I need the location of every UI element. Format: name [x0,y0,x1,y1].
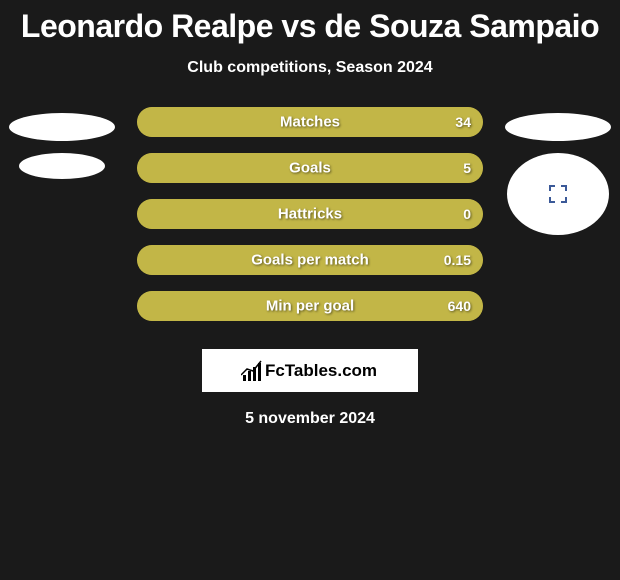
stat-bar: Goals 5 [137,153,483,183]
subtitle: Club competitions, Season 2024 [0,59,620,77]
page-title: Leonardo Realpe vs de Souza Sampaio [0,0,620,45]
stat-label: Goals [289,160,331,177]
player-badge-placeholder-icon [19,153,105,179]
left-player-col [7,107,117,179]
stat-bar: Goals per match 0.15 [137,245,483,275]
team-badge-placeholder-icon [9,113,115,141]
stat-bar: Hattricks 0 [137,199,483,229]
stat-label: Goals per match [251,252,369,269]
stat-value-right: 640 [448,298,471,314]
main-row: Matches 34 Goals 5 Hattricks 0 Goals per match… [0,107,620,321]
date-label: 5 november 2024 [0,410,620,428]
stat-label: Min per goal [266,298,354,315]
stat-value-right: 0 [463,206,471,222]
stat-label: Hattricks [278,206,342,223]
stat-value-right: 0.15 [444,252,471,268]
stat-label: Matches [280,114,340,131]
right-player-col [503,107,613,235]
stat-bars: Matches 34 Goals 5 Hattricks 0 Goals per match… [137,107,483,321]
team-badge-placeholder-icon [505,113,611,141]
stat-value-right: 34 [455,114,471,130]
player-avatar-placeholder-icon [507,153,609,235]
stat-value-right: 5 [463,160,471,176]
logo-text: FcTables.com [265,361,377,381]
stat-bar: Min per goal 640 [137,291,483,321]
stat-bar: Matches 34 [137,107,483,137]
comparison-card: Leonardo Realpe vs de Souza Sampaio Club… [0,0,620,428]
broken-image-icon [549,185,567,203]
site-logo[interactable]: FcTables.com [202,349,418,392]
logo-chart-icon [243,361,261,381]
